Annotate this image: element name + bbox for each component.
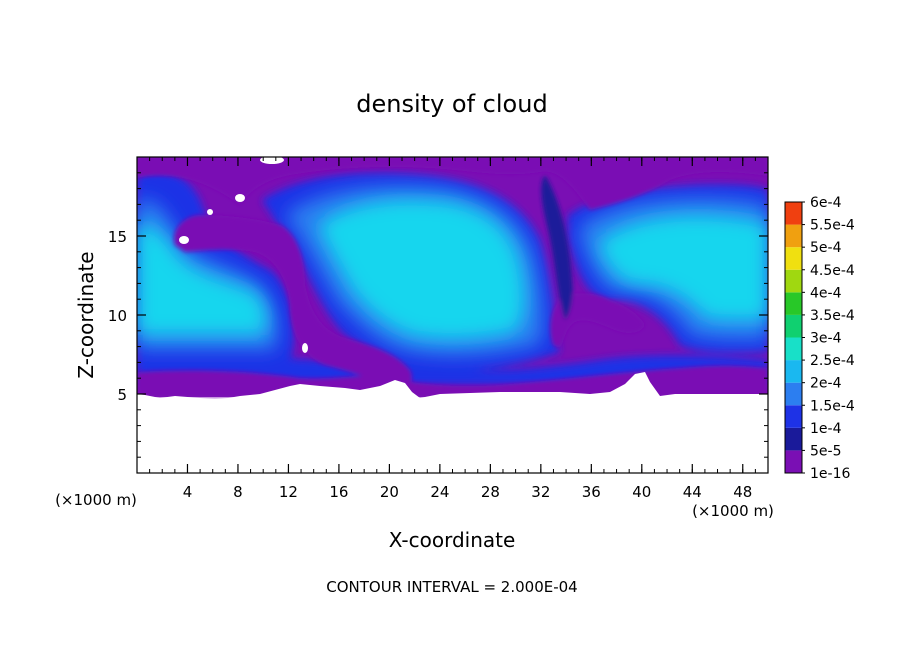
colorbar-segment [785,292,802,315]
colorbar-label: 5e-5 [810,443,841,459]
x-axis-label: X-coordinate [389,528,516,552]
colorbar-segment [785,450,802,473]
x-tick-label: 28 [481,483,500,501]
x-unit-left: (×1000 m) [55,491,137,509]
colorbar: 1e-16 5e-5 1e-4 1.5e-4 2e-4 2.5e-4 3e-4 3.5e-4 4… [784,195,855,482]
x-tick-label: 32 [531,483,550,501]
contour-interval-note: CONTOUR INTERVAL = 2.000E-04 [326,578,577,596]
y-axis-label: Z-coordinate [74,251,98,378]
filament-vortex [550,293,645,348]
y-tick-label: 15 [108,228,127,246]
colorbar-segment [785,314,802,338]
colorbar-segment [785,202,802,225]
clear-air-hole [235,194,245,202]
x-tick-label: 40 [632,483,651,501]
colorbar-label: 1.5e-4 [810,398,855,414]
chart-title: density of cloud [356,90,547,118]
cloud-peak-right [600,215,768,321]
y-tick-label: 5 [117,386,127,404]
colorbar-label: 3.5e-4 [810,308,855,324]
colorbar-label: 2.5e-4 [810,353,855,369]
colorbar-segment [785,427,802,451]
x-tick-label: 36 [582,483,601,501]
colorbar-label: 4e-4 [810,285,842,301]
y-tick-label: 10 [108,307,127,325]
density-field [137,157,768,473]
cloud-peak-left [137,224,267,335]
filament-diagonal [174,215,412,392]
x-unit-right: (×1000 m) [692,502,774,520]
colorbar-segment [785,405,802,428]
x-tick-label: 24 [430,483,449,501]
filament-column [541,175,573,320]
x-tick-label: 4 [183,483,193,501]
colorbar-segment [785,382,802,406]
colorbar-segment [785,337,802,361]
colorbar-segment [785,269,802,293]
colorbar-label: 1e-4 [810,421,842,437]
x-tick-label: 48 [733,483,752,501]
clear-air-region [137,372,768,473]
x-tick-label: 16 [329,483,348,501]
colorbar-label: 4.5e-4 [810,263,855,279]
cloud-peak-center [318,199,526,340]
clear-air-hole [179,236,189,244]
colorbar-label: 5e-4 [810,240,842,256]
top-band [137,157,768,210]
colorbar-label: 3e-4 [810,331,842,347]
colorbar-label: 6e-4 [810,195,842,211]
x-tick-label: 8 [233,483,243,501]
clear-air-hole [207,209,213,215]
colorbar-label: 2e-4 [810,376,842,392]
x-tick-label: 12 [279,483,298,501]
colorbar-segment [785,247,802,270]
x-tick-label: 20 [380,483,399,501]
x-tick-label: 44 [683,483,702,501]
y-axis: 5 10 15 [108,172,768,458]
clear-air-hole [260,157,284,164]
colorbar-segment [785,224,802,248]
clear-air-hole [302,343,308,353]
colorbar-label: 5.5e-4 [810,218,855,234]
x-axis: 4 8 12 16 20 24 28 32 36 40 44 48 [149,157,756,501]
colorbar-label: 1e-16 [810,466,850,482]
colorbar-segment [785,360,802,383]
